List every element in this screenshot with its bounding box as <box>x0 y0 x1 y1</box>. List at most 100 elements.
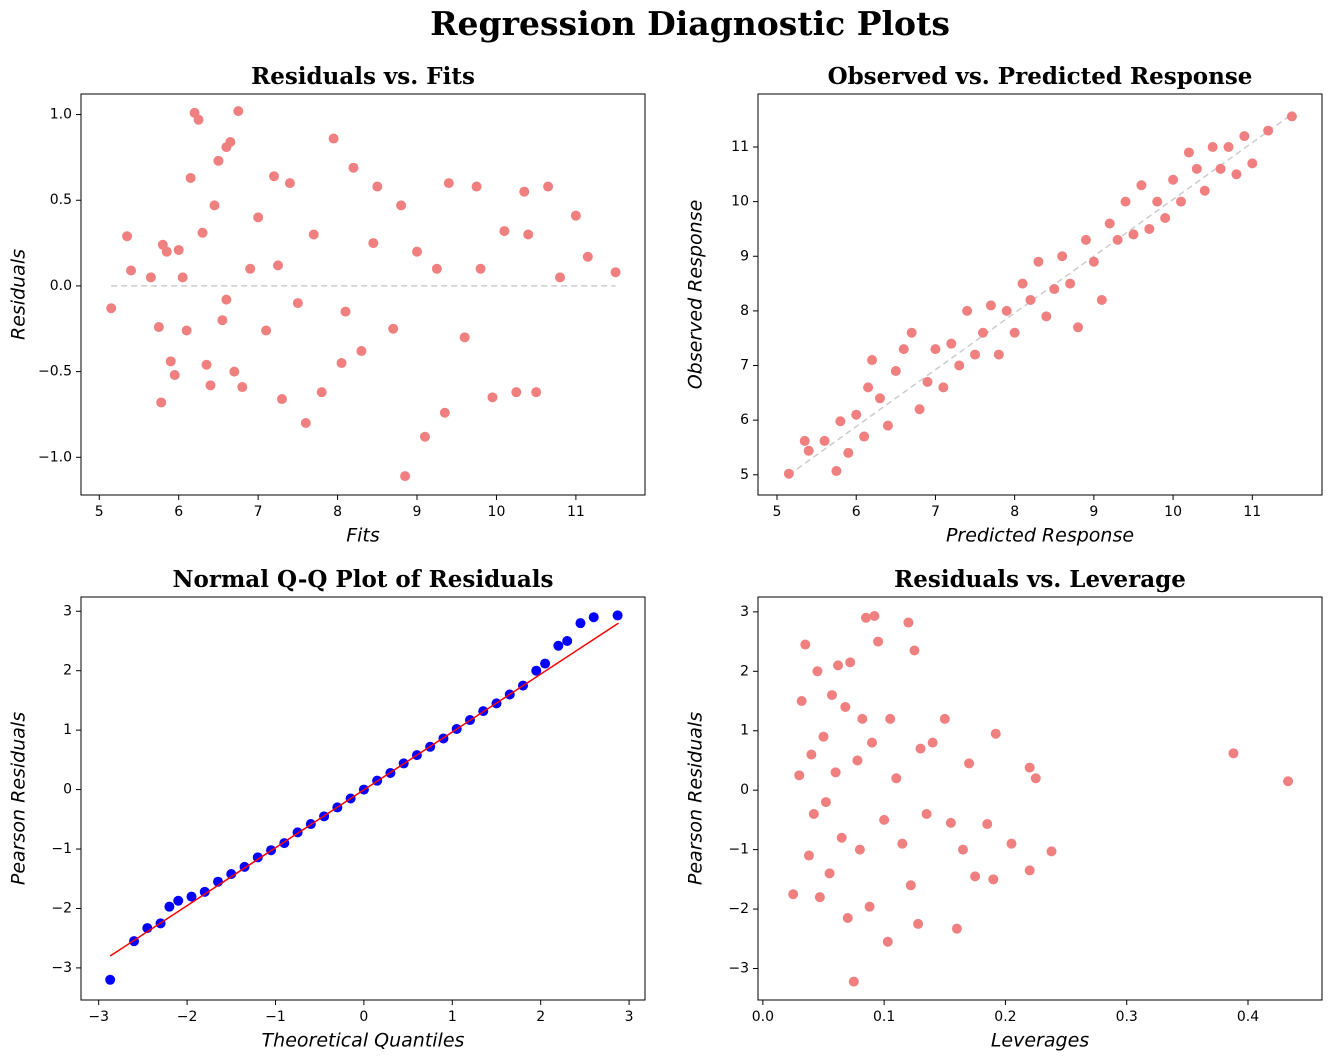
point <box>788 889 799 900</box>
point <box>217 315 228 326</box>
point <box>499 226 510 237</box>
point <box>826 690 837 701</box>
y-tick-label: 1 <box>740 723 749 739</box>
point <box>970 871 981 882</box>
point <box>396 200 407 211</box>
point <box>221 294 232 305</box>
point <box>814 892 825 903</box>
point <box>783 468 794 479</box>
y-tick-label: 0.5 <box>50 192 72 208</box>
x-tick-label: −1 <box>265 1009 286 1025</box>
point <box>938 382 949 393</box>
point <box>145 272 156 283</box>
point <box>237 382 248 393</box>
point <box>213 155 224 166</box>
point <box>1231 169 1242 180</box>
point <box>885 713 896 724</box>
point <box>177 272 188 283</box>
point <box>523 229 534 240</box>
point <box>1168 174 1179 185</box>
point <box>1199 185 1210 196</box>
point <box>531 387 542 398</box>
point <box>852 755 863 766</box>
x-tick-label: 0.2 <box>994 1009 1016 1025</box>
x-tick-label: −3 <box>88 1009 109 1025</box>
point <box>186 891 197 902</box>
point <box>276 394 287 405</box>
point <box>126 265 137 276</box>
point <box>993 349 1004 360</box>
point <box>511 387 522 398</box>
point <box>1263 125 1274 136</box>
point <box>845 657 856 668</box>
point <box>169 370 180 381</box>
x-tick-label: 6 <box>852 504 861 520</box>
point <box>610 267 621 278</box>
point <box>988 874 999 885</box>
point <box>890 365 901 376</box>
point <box>1033 256 1044 267</box>
x-tick-label: 6 <box>174 504 183 520</box>
y-axis-label: Pearson Residuals <box>8 712 30 885</box>
point <box>1136 180 1147 191</box>
point <box>806 749 817 760</box>
point <box>233 106 244 117</box>
point <box>165 356 176 367</box>
y-tick-label: 0 <box>740 782 749 798</box>
point <box>964 758 975 769</box>
point <box>575 618 586 629</box>
point <box>835 416 846 427</box>
point <box>612 610 623 621</box>
point <box>181 325 192 336</box>
point <box>954 360 965 371</box>
point <box>245 263 256 274</box>
point <box>1046 846 1057 857</box>
point <box>930 344 941 355</box>
x-tick-label: 2 <box>536 1009 545 1025</box>
point <box>848 976 859 987</box>
point <box>914 404 925 415</box>
x-tick-label: 8 <box>333 504 342 520</box>
point <box>982 819 993 830</box>
point <box>1160 213 1171 224</box>
point <box>843 447 854 458</box>
point <box>946 338 957 349</box>
point <box>882 420 893 431</box>
point <box>1207 141 1218 152</box>
point <box>879 814 890 825</box>
x-tick-label: 10 <box>488 504 506 520</box>
x-tick-label: 0 <box>359 1009 368 1025</box>
y-tick-label: 3 <box>63 603 72 619</box>
point <box>1024 762 1035 773</box>
point <box>864 901 875 912</box>
point <box>951 923 962 934</box>
point <box>851 409 862 420</box>
point <box>818 731 829 742</box>
y-tick-label: 8 <box>740 303 749 319</box>
point <box>540 658 551 669</box>
y-tick-label: 6 <box>740 412 749 428</box>
y-tick-label: 10 <box>731 194 749 210</box>
point <box>1286 111 1297 122</box>
point <box>824 868 835 879</box>
point <box>939 713 950 724</box>
point <box>898 344 909 355</box>
point <box>1191 163 1202 174</box>
x-tick-label: 7 <box>254 504 263 520</box>
point <box>185 172 196 183</box>
point <box>419 431 430 442</box>
point <box>860 612 871 623</box>
point <box>1112 234 1123 245</box>
point <box>400 471 411 482</box>
x-tick-label: 0.3 <box>1116 1009 1138 1025</box>
point <box>945 817 956 828</box>
point <box>869 611 880 622</box>
point <box>588 612 599 623</box>
point <box>927 737 938 748</box>
point <box>1017 278 1028 289</box>
subplot-title: Normal Q-Q Plot of Residuals <box>172 566 553 593</box>
point <box>555 272 566 283</box>
y-tick-label: 9 <box>740 248 749 264</box>
point <box>336 358 347 369</box>
